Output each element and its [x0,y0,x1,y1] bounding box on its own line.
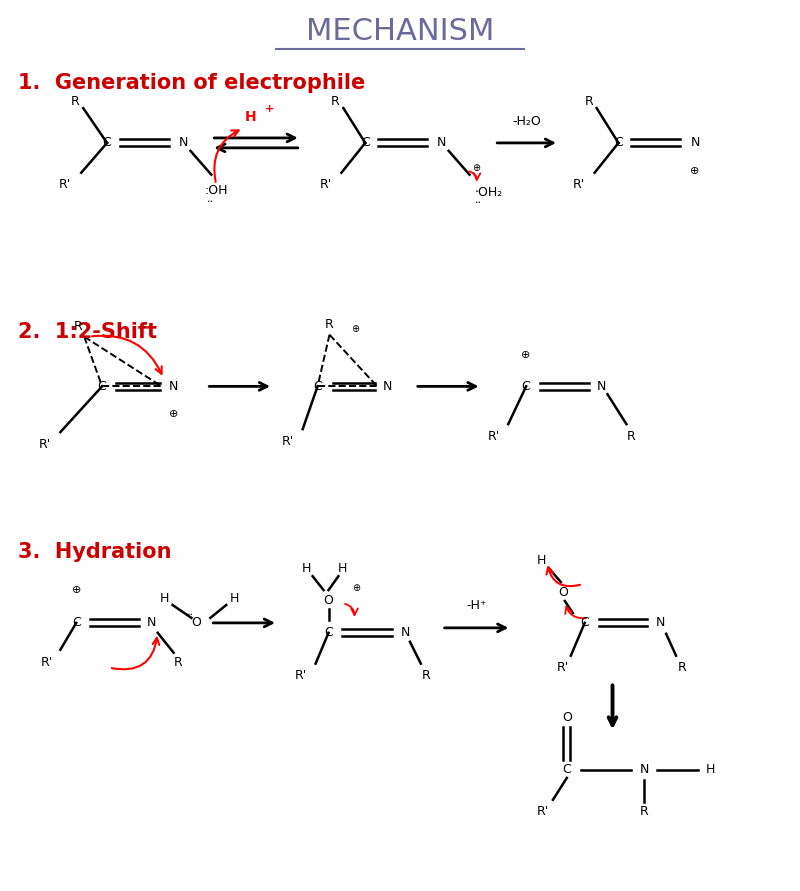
Text: H: H [302,561,311,575]
Text: C: C [522,380,530,393]
Text: C: C [580,617,589,629]
Text: C: C [72,617,81,629]
Text: ⋅⋅: ⋅⋅ [187,610,194,620]
Text: H: H [536,554,546,567]
Text: ⋅⋅: ⋅⋅ [206,197,214,207]
Text: N: N [690,136,700,150]
Text: ⋅OH₂: ⋅OH₂ [474,186,502,199]
Text: R: R [584,94,593,108]
Text: R: R [640,805,649,818]
Text: ⊕: ⊕ [351,323,359,334]
Text: R: R [627,429,636,443]
Text: R': R' [573,178,585,192]
Text: ⋅⋅: ⋅⋅ [474,198,482,208]
Text: :OH: :OH [204,184,228,197]
Text: H: H [160,592,170,604]
Text: R: R [422,669,430,682]
Text: H: H [230,592,239,604]
Text: N: N [147,617,157,629]
Text: C: C [361,136,370,150]
Text: R': R' [40,656,53,669]
Text: O: O [323,593,334,607]
Text: H: H [246,110,257,124]
Text: 1.  Generation of electrophile: 1. Generation of electrophile [18,73,365,94]
Text: +: + [266,104,274,114]
Text: R': R' [38,437,50,451]
Text: R': R' [294,669,307,682]
Text: R': R' [488,429,501,443]
Text: C: C [614,136,623,150]
Text: ⊕: ⊕ [522,349,531,360]
Text: MECHANISM: MECHANISM [306,17,494,46]
Text: C: C [102,136,111,150]
Text: ⊕: ⊕ [169,409,178,419]
Text: 2.  1:2-Shift: 2. 1:2-Shift [18,322,157,342]
Text: ⊕: ⊕ [71,585,81,595]
Text: ⊕: ⊕ [690,166,700,176]
Text: N: N [640,764,649,776]
Text: R: R [174,656,183,669]
Text: 3.  Hydration: 3. Hydration [18,543,171,562]
Text: N: N [597,380,606,393]
Text: C: C [562,764,571,776]
Text: R': R' [319,178,332,192]
Text: N: N [382,380,392,393]
Text: R: R [71,94,80,108]
Text: O: O [191,617,202,629]
Text: R': R' [557,661,569,674]
Text: H: H [338,561,347,575]
Text: -H₂O: -H₂O [512,115,541,127]
Text: N: N [179,136,188,150]
Text: O: O [562,711,572,723]
Text: R': R' [537,805,549,818]
Text: ⊕: ⊕ [352,583,360,593]
Text: O: O [558,585,568,599]
Text: R: R [331,94,340,108]
Text: C: C [324,626,333,640]
Text: R': R' [282,435,294,447]
Text: H: H [706,764,715,776]
Text: ⊕: ⊕ [473,163,481,173]
Text: R': R' [59,178,71,192]
Text: R: R [678,661,686,674]
Text: N: N [169,380,178,393]
Text: C: C [98,380,106,393]
Text: C: C [314,380,322,393]
Text: N: N [655,617,665,629]
Text: R: R [74,320,82,333]
Text: N: N [437,136,446,150]
Text: -H⁺: -H⁺ [466,600,486,612]
Text: N: N [400,626,410,640]
Text: R: R [325,318,334,331]
